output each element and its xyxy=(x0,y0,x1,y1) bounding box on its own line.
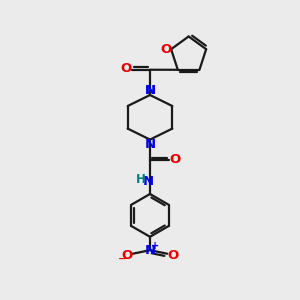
Text: N: N xyxy=(144,244,156,257)
Text: N: N xyxy=(144,84,156,97)
Text: O: O xyxy=(169,153,181,166)
Text: N: N xyxy=(143,175,154,188)
Text: N: N xyxy=(144,84,156,97)
Text: −: − xyxy=(117,254,127,264)
Text: O: O xyxy=(121,249,132,262)
Text: H: H xyxy=(136,173,146,186)
Text: +: + xyxy=(151,241,159,251)
Text: O: O xyxy=(160,43,171,56)
Text: O: O xyxy=(168,249,179,262)
Text: O: O xyxy=(120,62,131,75)
Text: N: N xyxy=(144,138,156,151)
